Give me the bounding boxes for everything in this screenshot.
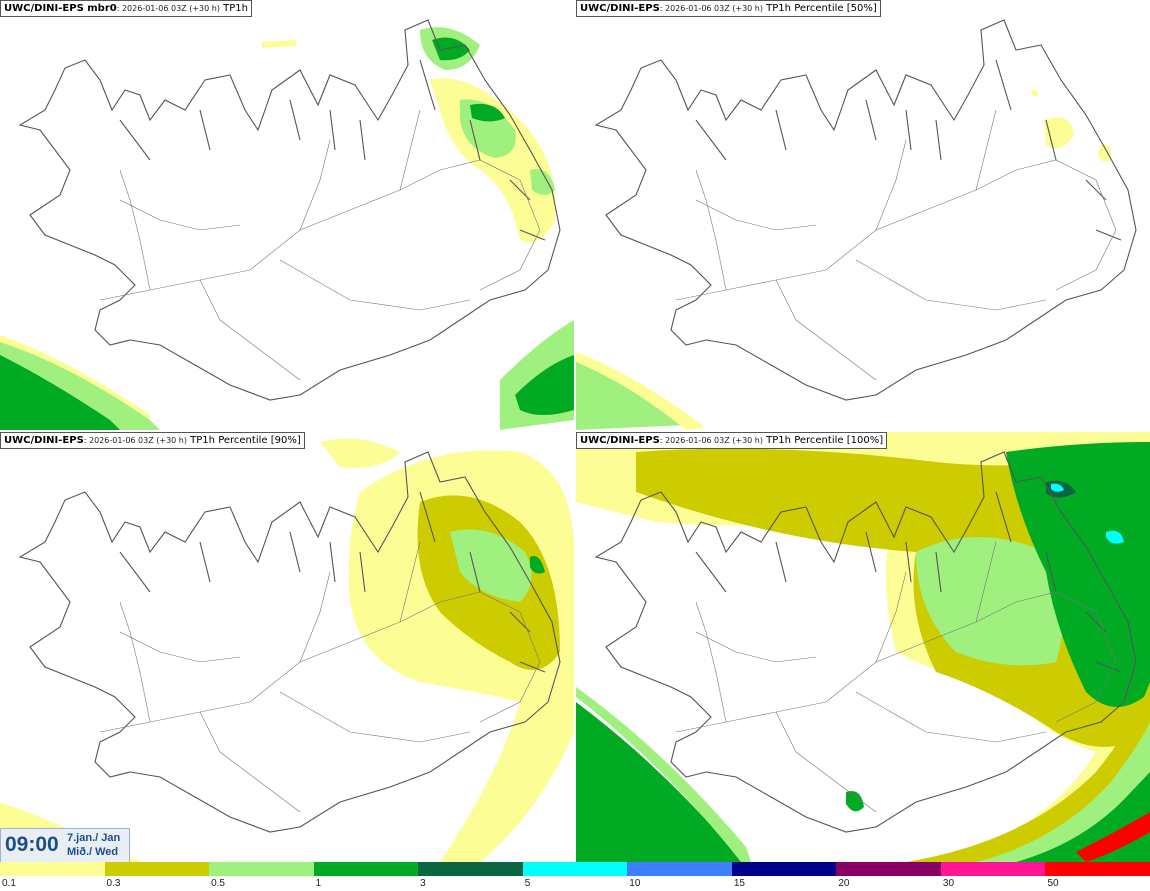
legend-swatch (731, 862, 837, 876)
precip-area (320, 438, 400, 468)
valid-time-date: 7.jan./ Jan Mið./ Wed (67, 831, 120, 859)
panel-title: UWC/DINI-EPS: 2026-01-06 03Z (+30 h) TP1… (0, 432, 305, 449)
legend-tick-label: 0.5 (211, 878, 225, 889)
precip-area (1044, 117, 1074, 149)
legend-swatch (104, 862, 210, 876)
map-panel-p90: UWC/DINI-EPS: 2026-01-06 03Z (+30 h) TP1… (0, 432, 574, 862)
legend-tick-label: 3 (420, 878, 426, 889)
legend-swatch (0, 862, 106, 876)
legend-swatch (418, 862, 524, 876)
precip-area (576, 687, 751, 862)
precip-area (1098, 144, 1111, 162)
precip-area (430, 78, 556, 243)
legend-tick-label: 5 (524, 878, 531, 889)
precip-area (576, 360, 686, 430)
precip-area (432, 37, 470, 61)
precip-map (0, 19, 574, 430)
valid-time-clock: 09:00 (5, 833, 59, 856)
precip-area (576, 352, 706, 430)
color-legend: 0.1 0.3 0.5 1 3 5 10 15 20 30 50 (0, 862, 1150, 891)
legend-swatch (627, 862, 733, 876)
precip-area (1076, 812, 1150, 862)
map-panel-p50: UWC/DINI-EPS: 2026-01-06 03Z (+30 h) TP1… (576, 0, 1150, 430)
panel-divider (0, 430, 1150, 432)
precip-area (1031, 89, 1038, 97)
date-line: 7.jan./ Jan (67, 832, 121, 844)
precip-area (262, 40, 296, 48)
precip-area (450, 529, 532, 602)
precip-area (0, 355, 120, 430)
precip-area (515, 355, 574, 415)
precip-area (846, 791, 864, 812)
map-panel-member0: UWC/DINI-EPS mbr0: 2026-01-06 03Z (+30 h… (0, 0, 574, 430)
legend-swatch (313, 862, 419, 876)
legend-tick-label: 0.1 (2, 878, 16, 889)
precip-area (530, 169, 555, 195)
precip-area (1006, 442, 1150, 707)
legend-tick-label: 20 (838, 878, 850, 889)
weekday-line: Mið./ Wed (67, 846, 119, 858)
precip-map (0, 438, 574, 862)
precip-area (1106, 530, 1124, 544)
legend-tick-label: 15 (733, 878, 745, 889)
precip-map (576, 432, 1150, 862)
panel-title: UWC/DINI-EPS: 2026-01-06 03Z (+30 h) TP1… (576, 0, 881, 17)
legend-swatch (1045, 862, 1150, 876)
precip-area (576, 702, 746, 862)
precip-area (470, 103, 505, 122)
legend-swatch (522, 862, 628, 876)
legend-swatch (209, 862, 315, 876)
precip-area (916, 537, 1064, 666)
map-panel-p100: UWC/DINI-EPS: 2026-01-06 03Z (+30 h) TP1… (576, 432, 1150, 862)
panel-title: UWC/DINI-EPS: 2026-01-06 03Z (+30 h) TP1… (576, 432, 888, 449)
legend-tick-label: 30 (942, 878, 955, 889)
precip-area (530, 556, 545, 574)
legend-tick-label: 0.3 (106, 878, 121, 889)
legend-swatch (940, 862, 1046, 876)
legend-tick-label: 1 (315, 878, 322, 889)
valid-time-box: 09:00 7.jan./ Jan Mið./ Wed (0, 828, 130, 864)
legend-tick-label: 10 (629, 878, 641, 889)
precip-area (636, 448, 1150, 747)
precip-area (0, 335, 150, 420)
precip-area (1051, 483, 1064, 492)
precip-map (576, 19, 1137, 430)
legend-swatch (836, 862, 942, 876)
panel-title: UWC/DINI-EPS mbr0: 2026-01-06 03Z (+30 h… (0, 0, 252, 17)
legend-tick-label: 50 (1047, 878, 1059, 889)
